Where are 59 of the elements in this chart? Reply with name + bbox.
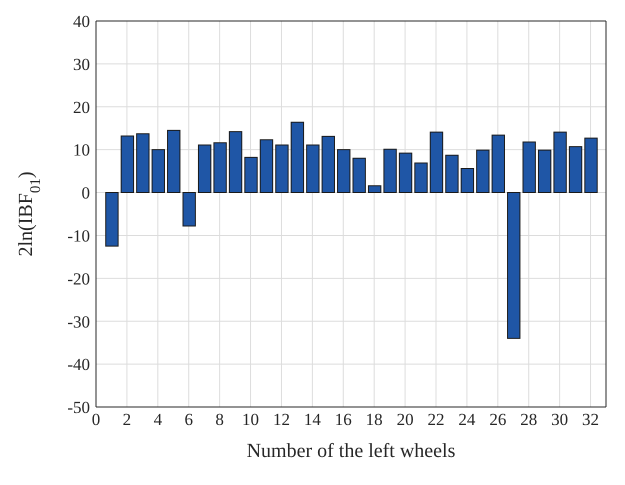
- x-tick-label: 20: [396, 410, 414, 430]
- bar: [167, 130, 180, 194]
- y-tick-label: 0: [82, 184, 90, 203]
- y-tick-label: 20: [73, 98, 90, 117]
- x-tick-label: 8: [215, 410, 224, 430]
- bar: [476, 150, 490, 194]
- bar: [398, 152, 412, 194]
- bar: [430, 132, 444, 194]
- y-tick-label: -50: [67, 398, 90, 418]
- x-tick-label: 2: [122, 410, 132, 430]
- x-axis-title: Number of the left wheels: [246, 440, 456, 462]
- bar: [584, 138, 598, 194]
- bar: [260, 139, 274, 194]
- y-tick-label: 40: [73, 12, 90, 32]
- y-tick-label: -30: [67, 312, 90, 332]
- bar: [368, 185, 382, 194]
- bar: [198, 144, 212, 194]
- bar: [244, 156, 258, 194]
- y-tick-label: -10: [67, 226, 90, 246]
- bar: [105, 192, 119, 247]
- bar: [460, 168, 474, 194]
- x-tick-label: 4: [154, 410, 163, 430]
- x-tick-label: 28: [520, 410, 538, 430]
- y-tick-label: 10: [73, 140, 90, 160]
- x-tick-label: 24: [458, 410, 476, 430]
- bar: [322, 136, 335, 194]
- bar: [182, 192, 196, 227]
- x-tick-label: 26: [489, 410, 506, 430]
- bar: [538, 150, 552, 194]
- bar: [136, 133, 150, 194]
- bar: [337, 149, 350, 194]
- x-tick-label: 22: [428, 410, 444, 430]
- bar: [352, 158, 366, 194]
- bar: [228, 131, 242, 194]
- y-tick-label: 30: [73, 54, 90, 74]
- bar: [383, 148, 397, 194]
- x-tick-label: 18: [366, 410, 383, 430]
- bar: [568, 146, 582, 194]
- x-tick-label: 6: [184, 410, 193, 430]
- bar: [414, 162, 428, 194]
- bar: [553, 132, 567, 194]
- x-tick-label: 32: [582, 410, 600, 430]
- x-tick-label: 14: [304, 410, 322, 430]
- bar: [306, 144, 320, 194]
- bar: [213, 142, 227, 194]
- bar: [275, 144, 289, 194]
- bar: [507, 192, 520, 339]
- bar: [522, 141, 536, 194]
- x-tick-label: 16: [334, 410, 352, 430]
- x-tick-label: 12: [272, 410, 290, 430]
- bar: [492, 134, 505, 194]
- bar: [290, 122, 304, 194]
- y-tick-label: -40: [67, 355, 90, 374]
- y-tick-label: -20: [67, 269, 90, 288]
- x-tick-label: 10: [242, 410, 260, 430]
- bar: [445, 154, 459, 194]
- bar: [120, 135, 134, 194]
- x-tick-label: 30: [551, 410, 568, 430]
- bar: [152, 149, 165, 194]
